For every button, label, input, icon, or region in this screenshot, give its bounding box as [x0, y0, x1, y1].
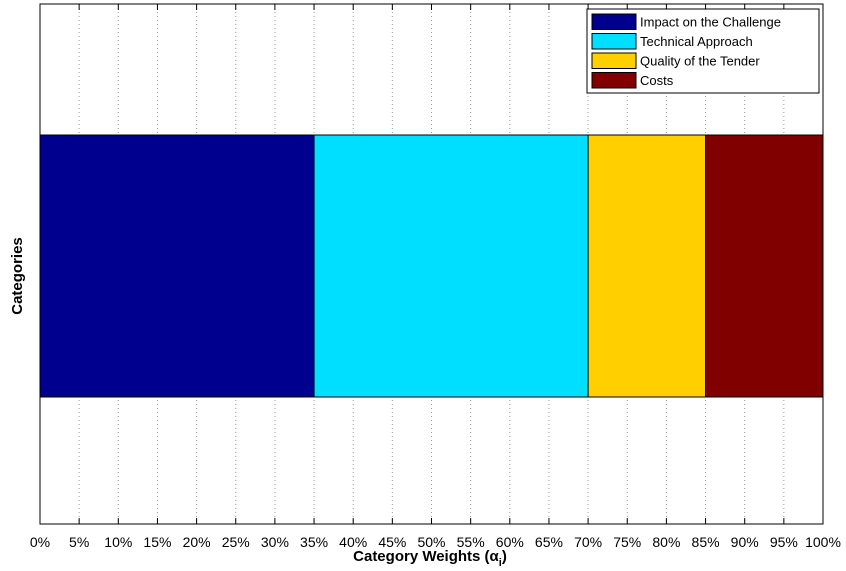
- legend-entry-label: Impact on the Challenge: [640, 15, 781, 30]
- bar-impact-on-the-challenge: [39, 134, 315, 398]
- bar-quality-of-the-tender: [587, 134, 707, 398]
- x-tick-label: 45%: [378, 534, 406, 550]
- legend-swatch: [591, 13, 637, 30]
- x-tick-label: 15%: [143, 534, 171, 550]
- x-tick-label: 100%: [805, 534, 841, 550]
- x-tick-label: 95%: [770, 534, 798, 550]
- x-tick-label: 25%: [222, 534, 250, 550]
- x-tick-label: 30%: [261, 534, 289, 550]
- x-tick-label: 60%: [496, 534, 524, 550]
- x-tick-label: 20%: [183, 534, 211, 550]
- x-tick-label: 5%: [69, 534, 89, 550]
- x-tick-label: 40%: [339, 534, 367, 550]
- legend-swatch: [591, 72, 637, 89]
- legend-swatch: [591, 52, 637, 69]
- x-axis-ticks: [39, 4, 824, 524]
- x-tick-label: 10%: [104, 534, 132, 550]
- legend: Impact on the Challenge Technical Approac…: [586, 8, 820, 94]
- x-tick-label: 90%: [731, 534, 759, 550]
- legend-swatch: [591, 33, 637, 50]
- x-tick-label: 70%: [574, 534, 602, 550]
- bar-technical-approach: [313, 134, 589, 398]
- legend-entry-label: Costs: [640, 73, 674, 88]
- x-axis-tick-labels: 0% 5% 10% 15% 20% 25% 30% 35% 40% 45% 50% 55% 60% 65%…: [30, 534, 841, 550]
- legend-entry-label: Technical Approach: [640, 34, 753, 49]
- x-tick-label: 75%: [613, 534, 641, 550]
- bar-costs: [705, 134, 824, 398]
- x-tick-label: 85%: [692, 534, 720, 550]
- bar-segments: [39, 134, 824, 398]
- x-tick-label: 0%: [30, 534, 50, 550]
- y-axis-label: Categories: [9, 237, 26, 315]
- x-tick-label: 55%: [457, 534, 485, 550]
- x-tick-label: 65%: [535, 534, 563, 550]
- x-tick-label: 35%: [300, 534, 328, 550]
- x-tick-label: 80%: [652, 534, 680, 550]
- x-axis-label: Category Weights (αi): [353, 548, 507, 569]
- x-tick-label: 50%: [417, 534, 445, 550]
- legend-entry-label: Quality of the Tender: [640, 54, 760, 69]
